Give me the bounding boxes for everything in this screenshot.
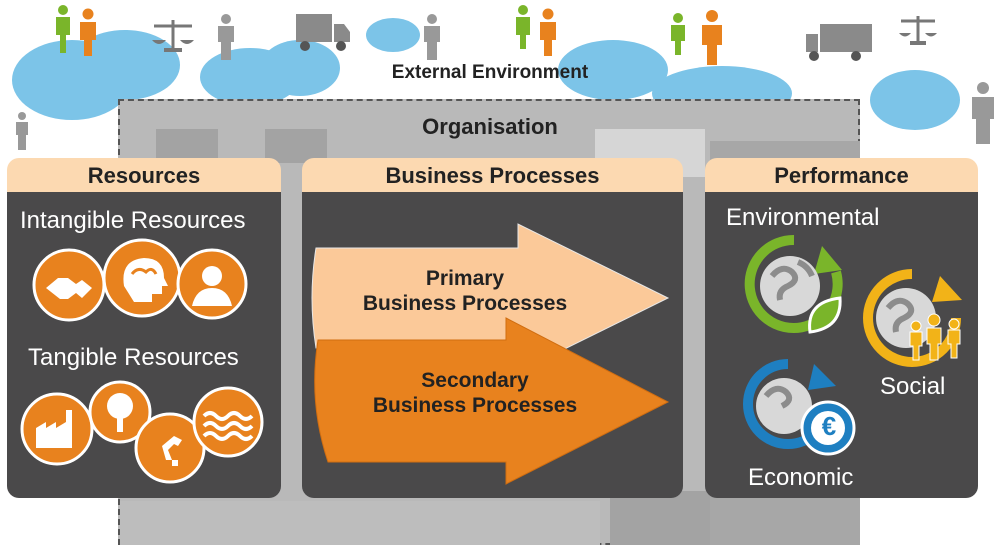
primary-process-label: Primary Business Processes (330, 266, 600, 316)
person-icon (176, 248, 248, 320)
environmental-globe-icon (744, 234, 843, 334)
person-gray-icon (218, 14, 234, 60)
resources-title: Resources (7, 158, 281, 192)
cloud (366, 18, 420, 52)
brain-icon (102, 238, 182, 318)
building-block (265, 129, 327, 163)
person-gray-icon (424, 14, 440, 60)
social-globe-icon (863, 269, 962, 367)
business-processes-title: Business Processes (302, 158, 683, 192)
primary-process-line1: Primary (425, 267, 505, 290)
building-block (156, 129, 218, 163)
people-icon (671, 10, 722, 65)
building-block (120, 501, 600, 545)
performance-title: Performance (705, 158, 978, 192)
environmental-label: Environmental (726, 204, 880, 231)
handshake-icon (32, 248, 106, 322)
secondary-process-line1: Secondary (421, 369, 529, 392)
factory-icon (20, 392, 94, 466)
cloud (870, 70, 960, 130)
primary-process-line2: Business Processes (362, 292, 568, 315)
tangible-resources-label: Tangible Resources (28, 344, 239, 371)
external-environment-label: External Environment (391, 62, 589, 83)
primary-process-arrow (311, 223, 670, 373)
economic-globe-icon (743, 359, 856, 456)
people-icon (56, 5, 96, 56)
water-icon (192, 386, 264, 458)
intangible-resources-label: Intangible Resources (20, 207, 246, 234)
cloud (260, 40, 340, 96)
economic-label: Economic (748, 464, 854, 491)
scales-icon (152, 20, 194, 52)
tree-icon (88, 380, 152, 444)
people-icon (516, 5, 556, 56)
truck-icon (296, 14, 350, 51)
organisation-title: Organisation (422, 114, 558, 139)
cloud (558, 40, 668, 100)
truck-icon (806, 24, 872, 61)
euro-symbol: € (821, 411, 837, 441)
person-gray-icon (16, 112, 28, 150)
building-block (610, 491, 710, 545)
scales-icon (899, 16, 937, 45)
secondary-process-line2: Business Processes (372, 394, 578, 417)
secondary-process-label: Secondary Business Processes (340, 368, 610, 418)
secondary-process-arrow (314, 317, 670, 485)
person-gray-icon (972, 82, 994, 144)
social-label: Social (880, 373, 946, 400)
